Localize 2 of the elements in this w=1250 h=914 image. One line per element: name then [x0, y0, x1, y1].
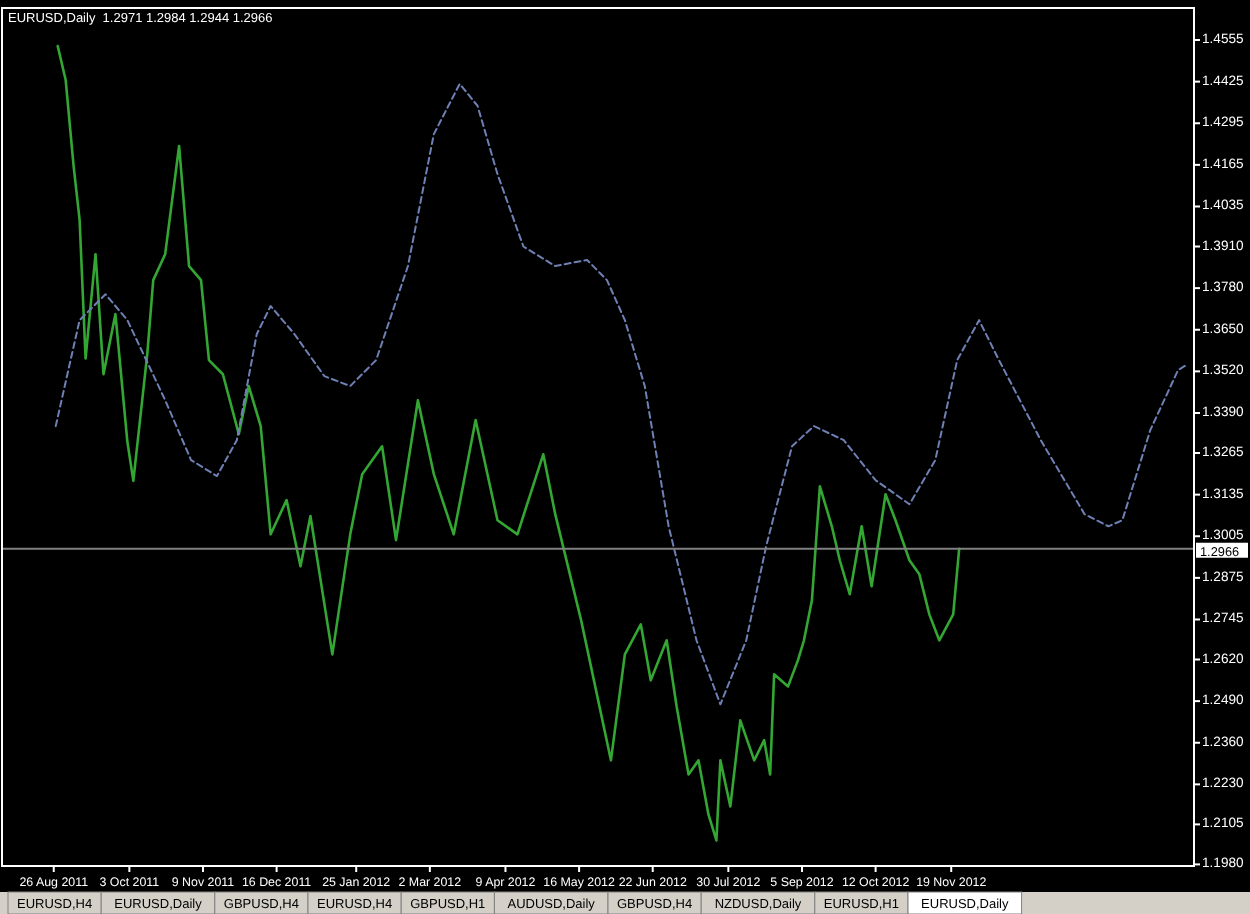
line-series [54, 82, 1190, 706]
line-series [56, 44, 961, 842]
